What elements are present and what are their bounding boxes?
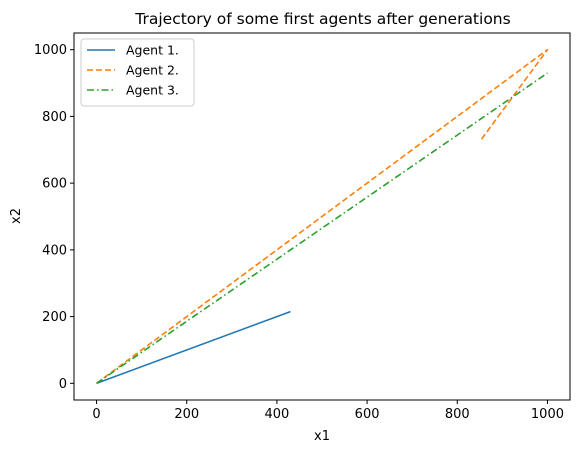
y-tick-label: 600 (42, 177, 67, 192)
x-tick-label: 1000 (531, 407, 564, 422)
x-axis-label: x1 (314, 429, 330, 444)
series-line-agent-1 (96, 310, 291, 385)
y-tick-label: 200 (42, 310, 67, 325)
chart-title: Trajectory of some first agents after ge… (134, 10, 510, 28)
series-line-agent-2 (96, 48, 549, 384)
legend-box (80, 38, 195, 107)
legend-label-agent-1: Agent 1. (126, 43, 179, 58)
x-tick-label: 800 (445, 407, 470, 422)
x-tick-label: 400 (264, 407, 289, 422)
legend-label-agent-2: Agent 2. (126, 63, 179, 78)
series-layer (96, 48, 549, 385)
y-tick-label: 400 (42, 243, 67, 258)
x-axis: 0 200 400 600 800 1000 (92, 400, 564, 422)
y-tick-label: 0 (59, 377, 67, 392)
x-tick-label: 200 (174, 407, 199, 422)
plot-frame (73, 32, 571, 401)
y-axis: 0 200 400 600 800 1000 (34, 43, 74, 392)
legend: Agent 1. Agent 2. Agent 3. (80, 38, 195, 107)
x-tick-label: 0 (92, 407, 100, 422)
y-tick-label: 1000 (34, 43, 67, 58)
x-tick-label: 600 (355, 407, 380, 422)
y-axis-label: x2 (9, 208, 24, 224)
y-tick-label: 800 (42, 110, 67, 125)
series-line-agent-3 (96, 72, 548, 384)
legend-label-agent-3: Agent 3. (126, 83, 179, 98)
